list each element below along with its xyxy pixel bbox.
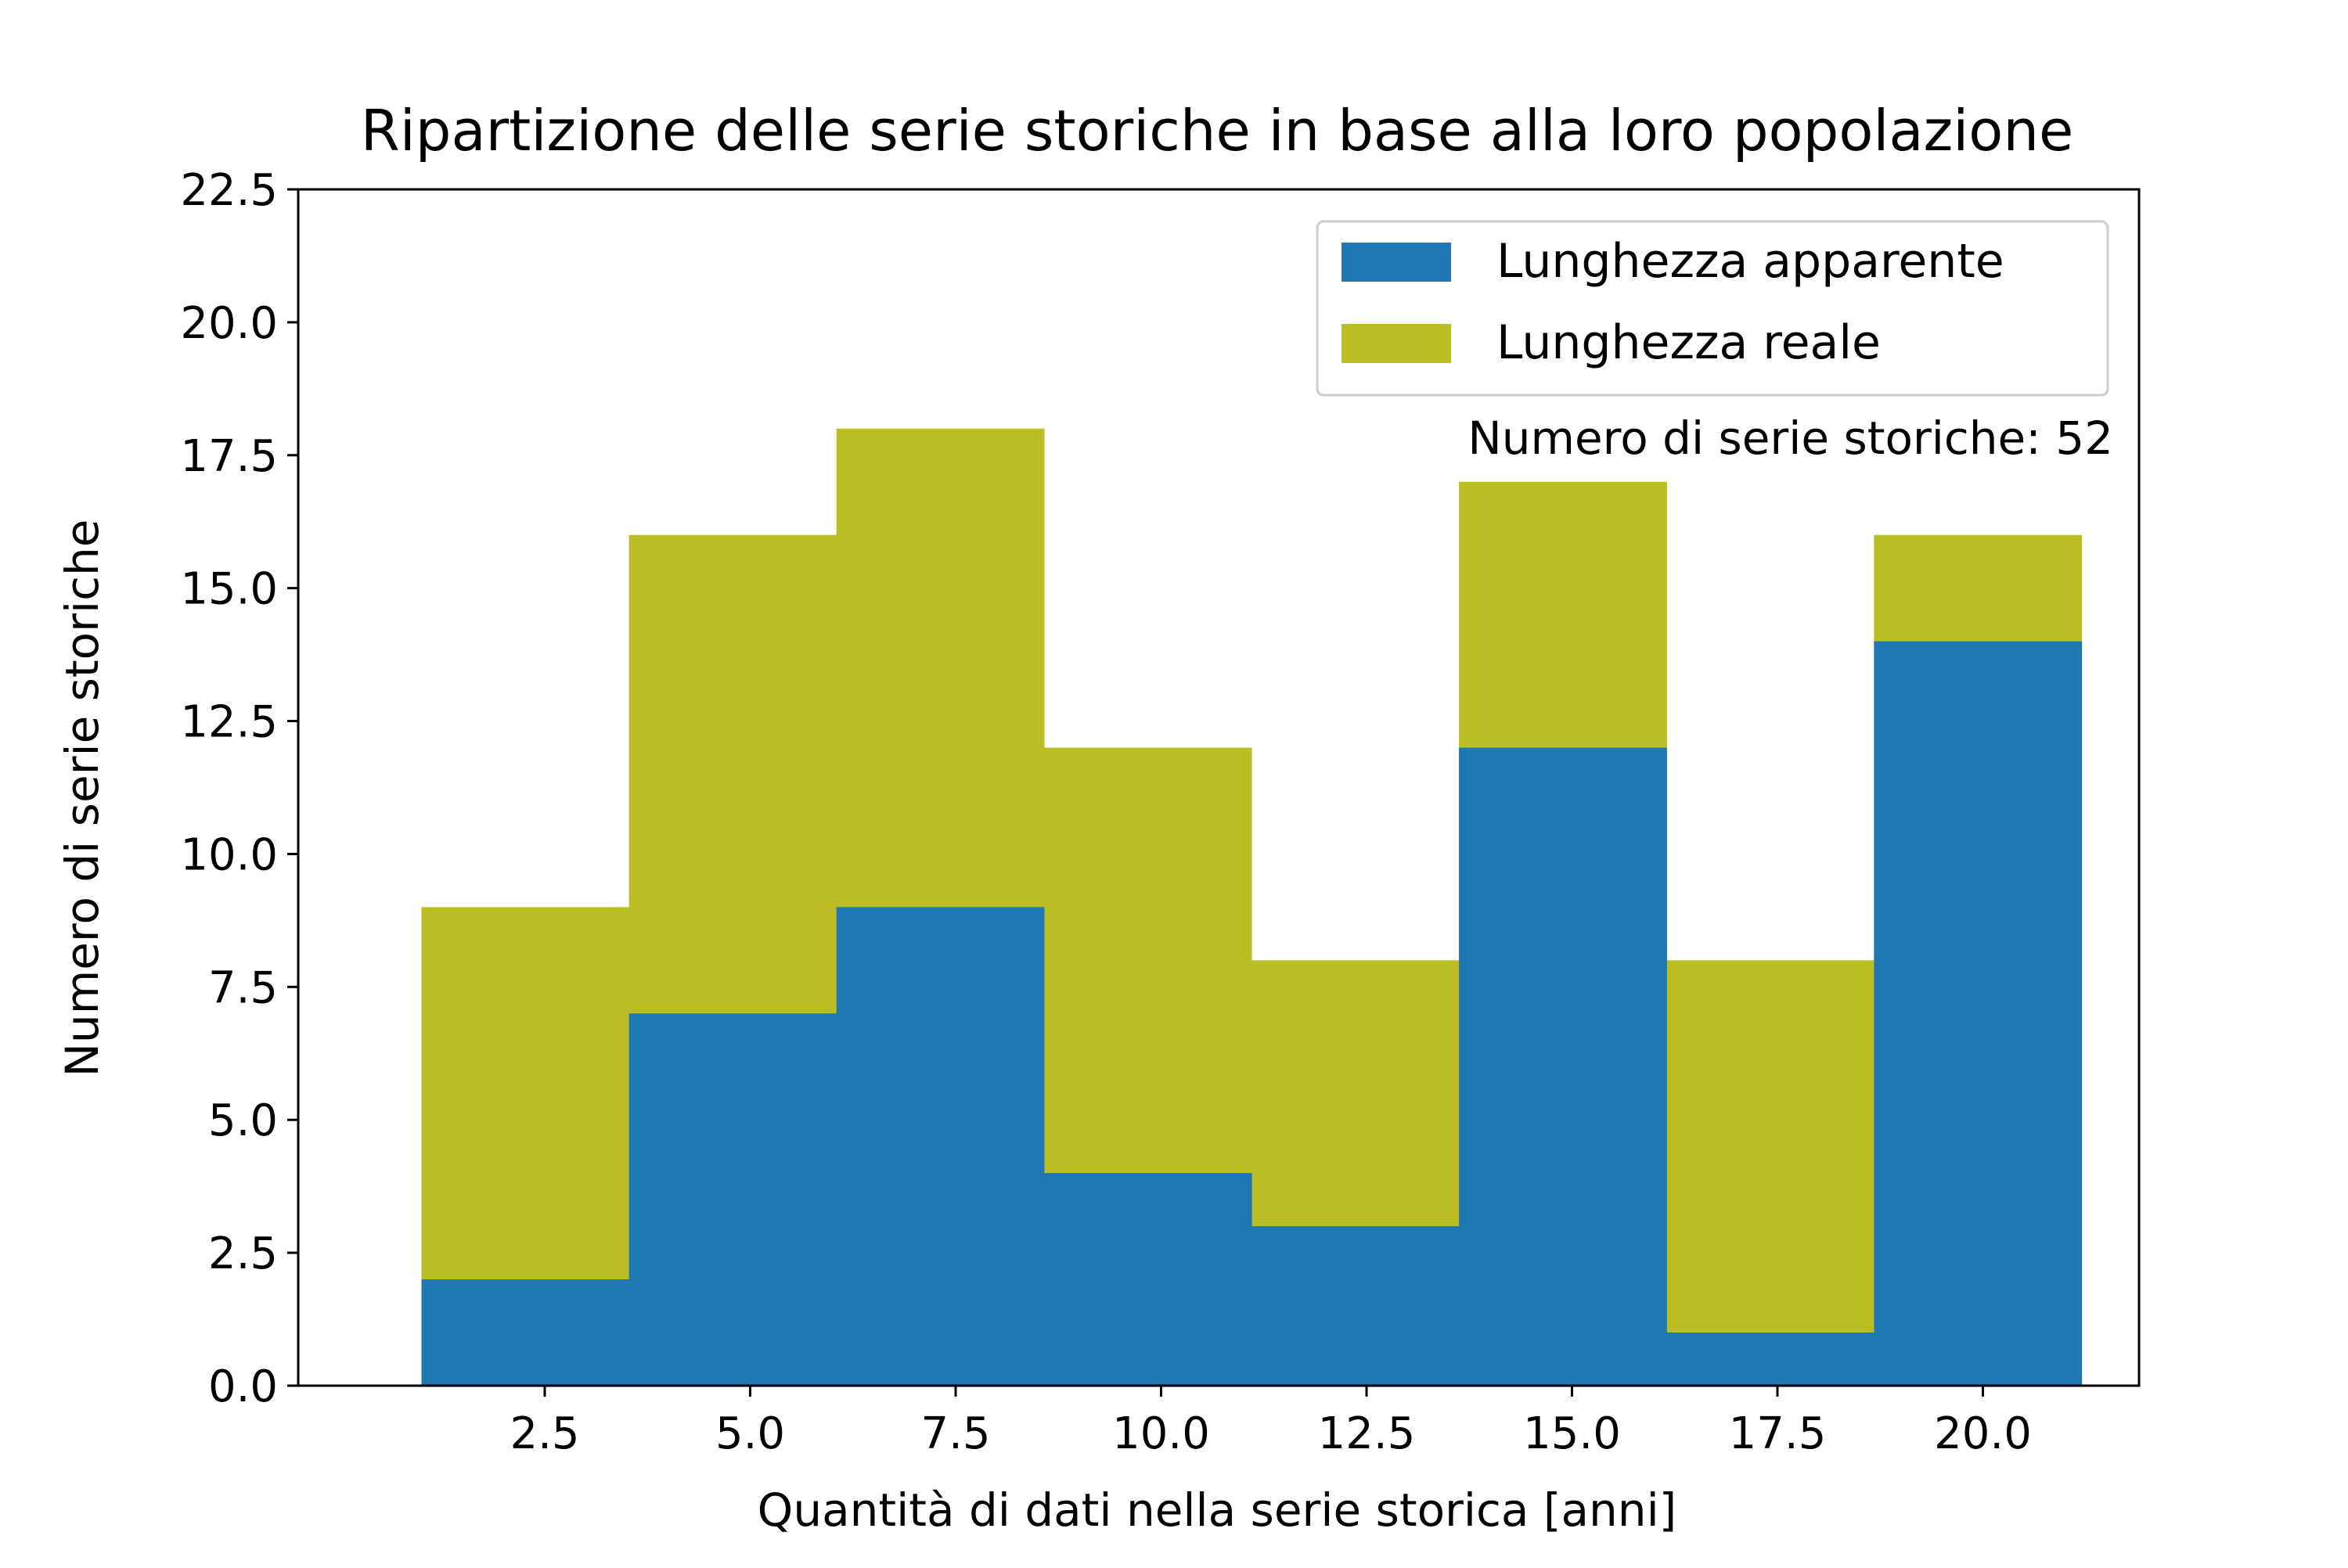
y-tick-label: 2.5 xyxy=(208,1228,278,1279)
bar-reale-7 xyxy=(1666,960,1874,1386)
y-axis-label: Numero di serie storiche xyxy=(56,520,109,1077)
legend-box xyxy=(1316,220,2109,397)
x-tick-label: 10.0 xyxy=(1112,1408,1210,1459)
y-tick-label: 5.0 xyxy=(208,1095,278,1146)
y-tick-label: 7.5 xyxy=(208,962,278,1013)
bar-apparente-6 xyxy=(1459,747,1667,1386)
legend-swatch-reale xyxy=(1341,324,1451,363)
x-tick-label: 20.0 xyxy=(1934,1408,2032,1459)
x-axis-label: Quantità di dati nella serie storica [an… xyxy=(758,1483,1677,1537)
y-tick-label: 10.0 xyxy=(180,829,278,880)
bar-apparente-8 xyxy=(1874,641,2083,1386)
x-tick-label: 15.0 xyxy=(1523,1408,1621,1459)
y-tick-label: 17.5 xyxy=(180,431,278,482)
bar-apparente-4 xyxy=(1043,1173,1252,1386)
chart-title: Ripartizione delle serie storiche in bas… xyxy=(361,98,2074,164)
bar-apparente-5 xyxy=(1251,1226,1460,1386)
y-tick-label: 20.0 xyxy=(180,298,278,349)
bar-apparente-1 xyxy=(421,1279,630,1386)
bar-apparente-3 xyxy=(836,907,1045,1386)
y-tick-label: 12.5 xyxy=(180,697,278,748)
x-tick-label: 5.0 xyxy=(715,1408,785,1459)
plot-area: 0.0 2.5 5.0 7.5 10.0 12.5 15.0 17.5 20.0 22.5 2.5 5… xyxy=(180,165,2141,1459)
x-tick-label: 12.5 xyxy=(1318,1408,1416,1459)
legend-label-reale: Lunghezza reale xyxy=(1496,315,1881,370)
y-tick-label: 0.0 xyxy=(208,1361,278,1412)
x-tick-label: 2.5 xyxy=(510,1408,579,1459)
bar-apparente-2 xyxy=(628,1013,837,1386)
y-tick-label: 22.5 xyxy=(180,165,278,216)
bar-apparente-7 xyxy=(1666,1332,1874,1386)
x-tick-label: 7.5 xyxy=(920,1408,990,1459)
legend-swatch-apparente xyxy=(1341,243,1451,282)
y-tick-label: 15.0 xyxy=(180,564,278,615)
x-tick-label: 17.5 xyxy=(1729,1408,1827,1459)
legend-label-apparente: Lunghezza apparente xyxy=(1496,234,2004,289)
plot-frame xyxy=(297,188,2141,1387)
series-count-annotation: Numero di serie storiche: 52 xyxy=(1468,412,2113,465)
